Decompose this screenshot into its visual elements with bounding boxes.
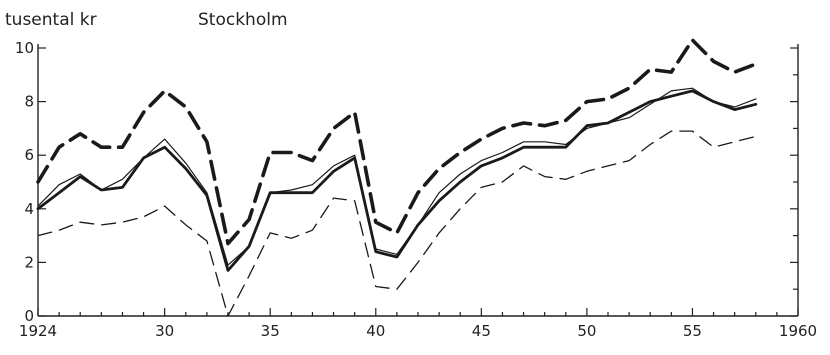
x-tick-label: 1924 bbox=[19, 322, 57, 340]
y-tick-label: 8 bbox=[24, 93, 34, 111]
y-tick-label: 10 bbox=[15, 39, 34, 57]
x-tick-label: 40 bbox=[366, 322, 385, 340]
x-tick-label: 55 bbox=[683, 322, 702, 340]
x-tick-label: 1960 bbox=[779, 322, 817, 340]
x-tick-label: 35 bbox=[261, 322, 280, 340]
x-tick-label: 30 bbox=[155, 322, 174, 340]
y-axis-label: tusental kr bbox=[5, 10, 97, 30]
y-tick-label: 2 bbox=[24, 253, 34, 271]
series-line-thick-solid bbox=[36, 89, 758, 272]
series-line-thin-dashed bbox=[37, 130, 757, 317]
series-group bbox=[36, 38, 758, 317]
series-line-thick-dashed bbox=[36, 38, 758, 246]
y-tick-label: 0 bbox=[24, 307, 34, 325]
x-tick-label: 45 bbox=[472, 322, 491, 340]
y-tick-label: 6 bbox=[24, 146, 34, 164]
chart-title: Stockholm bbox=[198, 10, 288, 30]
series-line-thin-solid bbox=[37, 87, 757, 266]
x-tick-label: 50 bbox=[577, 322, 596, 340]
axes: 0 2 4 6 8 10 1924 30 35 40 45 50 55 1960 bbox=[15, 39, 817, 340]
y-tick-label: 4 bbox=[24, 200, 34, 218]
